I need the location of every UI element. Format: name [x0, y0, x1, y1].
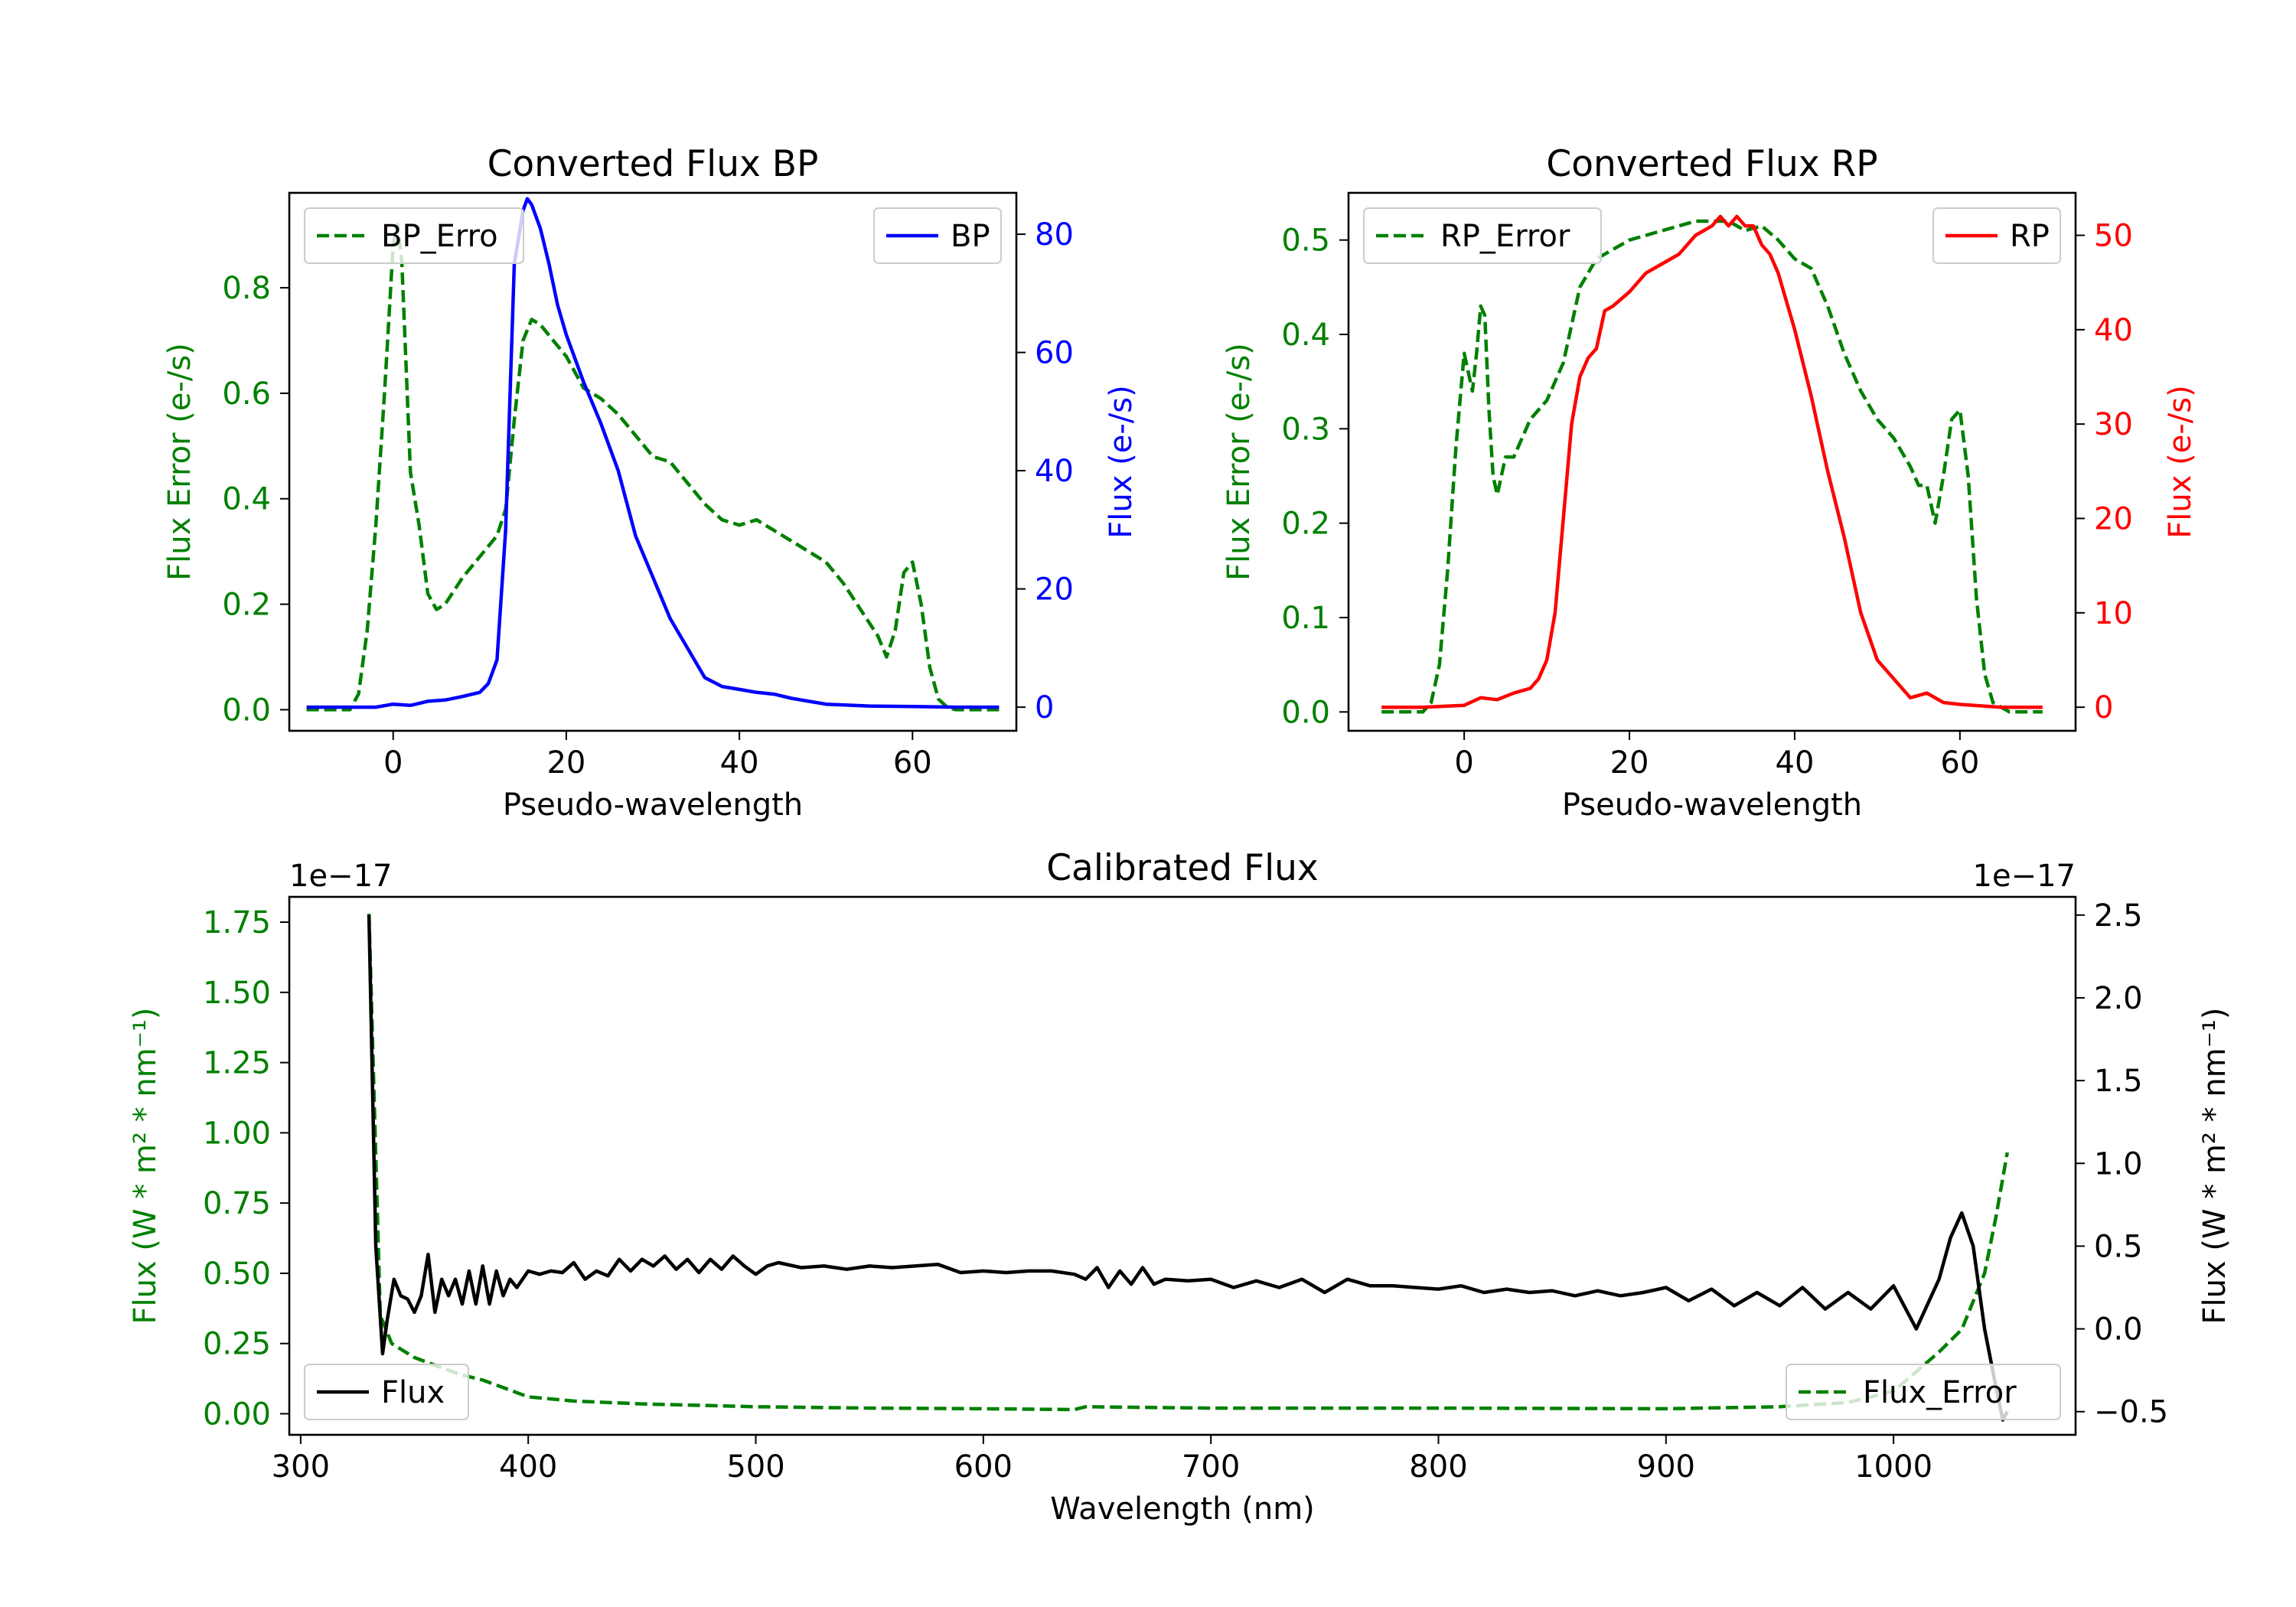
- rp-left-tick-label: 0.3: [1281, 412, 1330, 447]
- rp-series-rp: [1381, 214, 2043, 709]
- cal-title: Calibrated Flux: [1046, 847, 1319, 889]
- cal-right-tick-label: 1.0: [2094, 1146, 2143, 1182]
- cal-legend-flux: Flux: [304, 1364, 469, 1420]
- bp-x-tick-label: 60: [893, 745, 932, 781]
- cal-right-offset-label: 1e−17: [1973, 859, 2076, 894]
- cal-x-tick-label: 900: [1637, 1449, 1695, 1485]
- bp-left-tick-label: 0.2: [222, 588, 271, 623]
- rp-series-rp-error: [1381, 219, 2043, 714]
- rp-legend-rp-error: RP_Error: [1363, 207, 1602, 264]
- cal-right-tick-label: 2.5: [2094, 898, 2143, 934]
- cal-chart: 300 400 500 600 700 800 900 1000 0.00 0.25 0.50 0.7…: [128, 847, 2232, 1527]
- cal-right-tick-label: −0.5: [2094, 1395, 2168, 1430]
- bp-plot-frame: [288, 191, 1018, 732]
- rp-left-axis-label: Flux Error (e-/s): [1221, 343, 1257, 581]
- cal-left-tick-label: 0.50: [203, 1257, 271, 1292]
- rp-right-tick-label: 50: [2094, 219, 2133, 254]
- rp-left-tick-label: 0.5: [1281, 223, 1330, 259]
- bp-x-tick-label: 20: [546, 745, 585, 781]
- cal-x-tick-label: 300: [272, 1449, 330, 1485]
- bp-left-tick-label: 0.0: [222, 693, 271, 728]
- cal-right-axis-label: Flux (W * m² * nm⁻¹): [2197, 1008, 2232, 1325]
- rp-x-tick-label: 20: [1610, 745, 1649, 781]
- cal-x-tick-label: 800: [1409, 1449, 1467, 1485]
- cal-right-tick-label: 2.0: [2094, 981, 2143, 1016]
- legend-label: BP: [951, 219, 990, 254]
- cal-x-axis-label: Wavelength (nm): [1050, 1491, 1315, 1527]
- rp-title: Converted Flux RP: [1546, 143, 1877, 185]
- legend-label: Flux: [381, 1375, 445, 1410]
- bp-series-bp: [306, 197, 1000, 709]
- cal-left-tick-label: 0.25: [203, 1327, 271, 1362]
- cal-x-tick-label: 700: [1182, 1449, 1240, 1485]
- bp-title: Converted Flux BP: [488, 143, 819, 185]
- rp-left-tick-label: 0.4: [1281, 318, 1330, 353]
- rp-plot-frame: [1347, 191, 2077, 732]
- legend-box: [1786, 1364, 2061, 1420]
- cal-series-flux-error: [367, 913, 2010, 1412]
- cal-left-axis-label: Flux (W * m² * nm⁻¹): [128, 1008, 163, 1325]
- bp-right-tick-label: 20: [1035, 572, 1074, 608]
- cal-left-tick-label: 1.00: [203, 1116, 271, 1151]
- bp-right-tick-label: 80: [1035, 217, 1074, 253]
- rp-right-tick-label: 30: [2094, 407, 2133, 442]
- rp-x-tick-label: 60: [1940, 745, 1979, 781]
- cal-right-tick-label: 1.5: [2094, 1064, 2143, 1099]
- rp-right-tick-label: 10: [2094, 596, 2133, 631]
- cal-x-tick-label: 600: [954, 1449, 1013, 1485]
- legend-label: BP_Erro: [381, 219, 498, 254]
- bp-series-bp-error: [306, 223, 1000, 712]
- bp-left-tick-label: 0.8: [222, 271, 271, 306]
- rp-right-tick-label: 0: [2094, 690, 2113, 725]
- rp-left-tick-label: 0.1: [1281, 601, 1330, 636]
- legend-box: [304, 207, 524, 264]
- rp-left-tick-label: 0.2: [1281, 507, 1330, 542]
- cal-left-tick-label: 1.50: [203, 976, 271, 1011]
- bp-legend-bp-error: BP_Erro: [304, 207, 524, 264]
- cal-left-tick-label: 0.00: [203, 1397, 271, 1432]
- rp-chart: 0 20 40 60 0.0 0.1 0.2 0.3 0.4 0.5 0 10 20 30 40 50 Conv…: [1221, 143, 2198, 823]
- bp-right-tick-label: 0: [1035, 690, 1054, 725]
- bp-left-tick-label: 0.4: [222, 482, 271, 517]
- bp-left-axis-label: Flux Error (e-/s): [162, 343, 197, 581]
- rp-right-tick-label: 40: [2094, 313, 2133, 348]
- bp-left-tick-label: 0.6: [222, 376, 271, 412]
- legend-box: [1363, 207, 1602, 264]
- cal-right-tick-label: 0.0: [2094, 1312, 2143, 1348]
- bp-x-axis-label: Pseudo-wavelength: [503, 787, 803, 823]
- cal-plot-frame: [288, 895, 2077, 1436]
- cal-x-tick-label: 400: [499, 1449, 557, 1485]
- cal-right-tick-label: 0.5: [2094, 1229, 2143, 1264]
- cal-x-tick-label: 1000: [1854, 1449, 1932, 1485]
- rp-x-axis-label: Pseudo-wavelength: [1562, 787, 1862, 823]
- bp-right-tick-label: 40: [1035, 454, 1074, 489]
- bp-right-axis-label: Flux (e-/s): [1104, 385, 1139, 538]
- legend-label: RP_Error: [1440, 219, 1570, 254]
- rp-right-tick-label: 20: [2094, 502, 2133, 537]
- bp-legend-bp: BP: [873, 207, 1002, 264]
- rp-x-tick-label: 0: [1454, 745, 1473, 781]
- legend-box: [304, 1364, 469, 1420]
- cal-left-offset-label: 1e−17: [289, 859, 392, 894]
- rp-x-tick-label: 40: [1776, 745, 1815, 781]
- cal-legend-flux-error: Flux_Error: [1786, 1364, 2061, 1420]
- cal-series-flux: [367, 914, 2009, 1422]
- rp-right-axis-label: Flux (e-/s): [2163, 385, 2198, 538]
- cal-left-tick-label: 0.75: [203, 1186, 271, 1221]
- bp-chart: 0 20 40 60 0.0 0.2 0.4 0.6 0.8 0 20 40 60 80 Converted…: [162, 143, 1139, 823]
- bp-right-tick-label: 60: [1035, 336, 1074, 371]
- bp-x-tick-label: 40: [720, 745, 759, 781]
- cal-x-tick-label: 500: [726, 1449, 784, 1485]
- legend-label: Flux_Error: [1863, 1375, 2017, 1410]
- bp-x-tick-label: 0: [383, 745, 403, 781]
- cal-left-tick-label: 1.75: [203, 905, 271, 940]
- rp-legend-rp: RP: [1932, 207, 2061, 264]
- rp-left-tick-label: 0.0: [1281, 695, 1330, 730]
- cal-left-tick-label: 1.25: [203, 1046, 271, 1081]
- legend-label: RP: [2010, 219, 2050, 254]
